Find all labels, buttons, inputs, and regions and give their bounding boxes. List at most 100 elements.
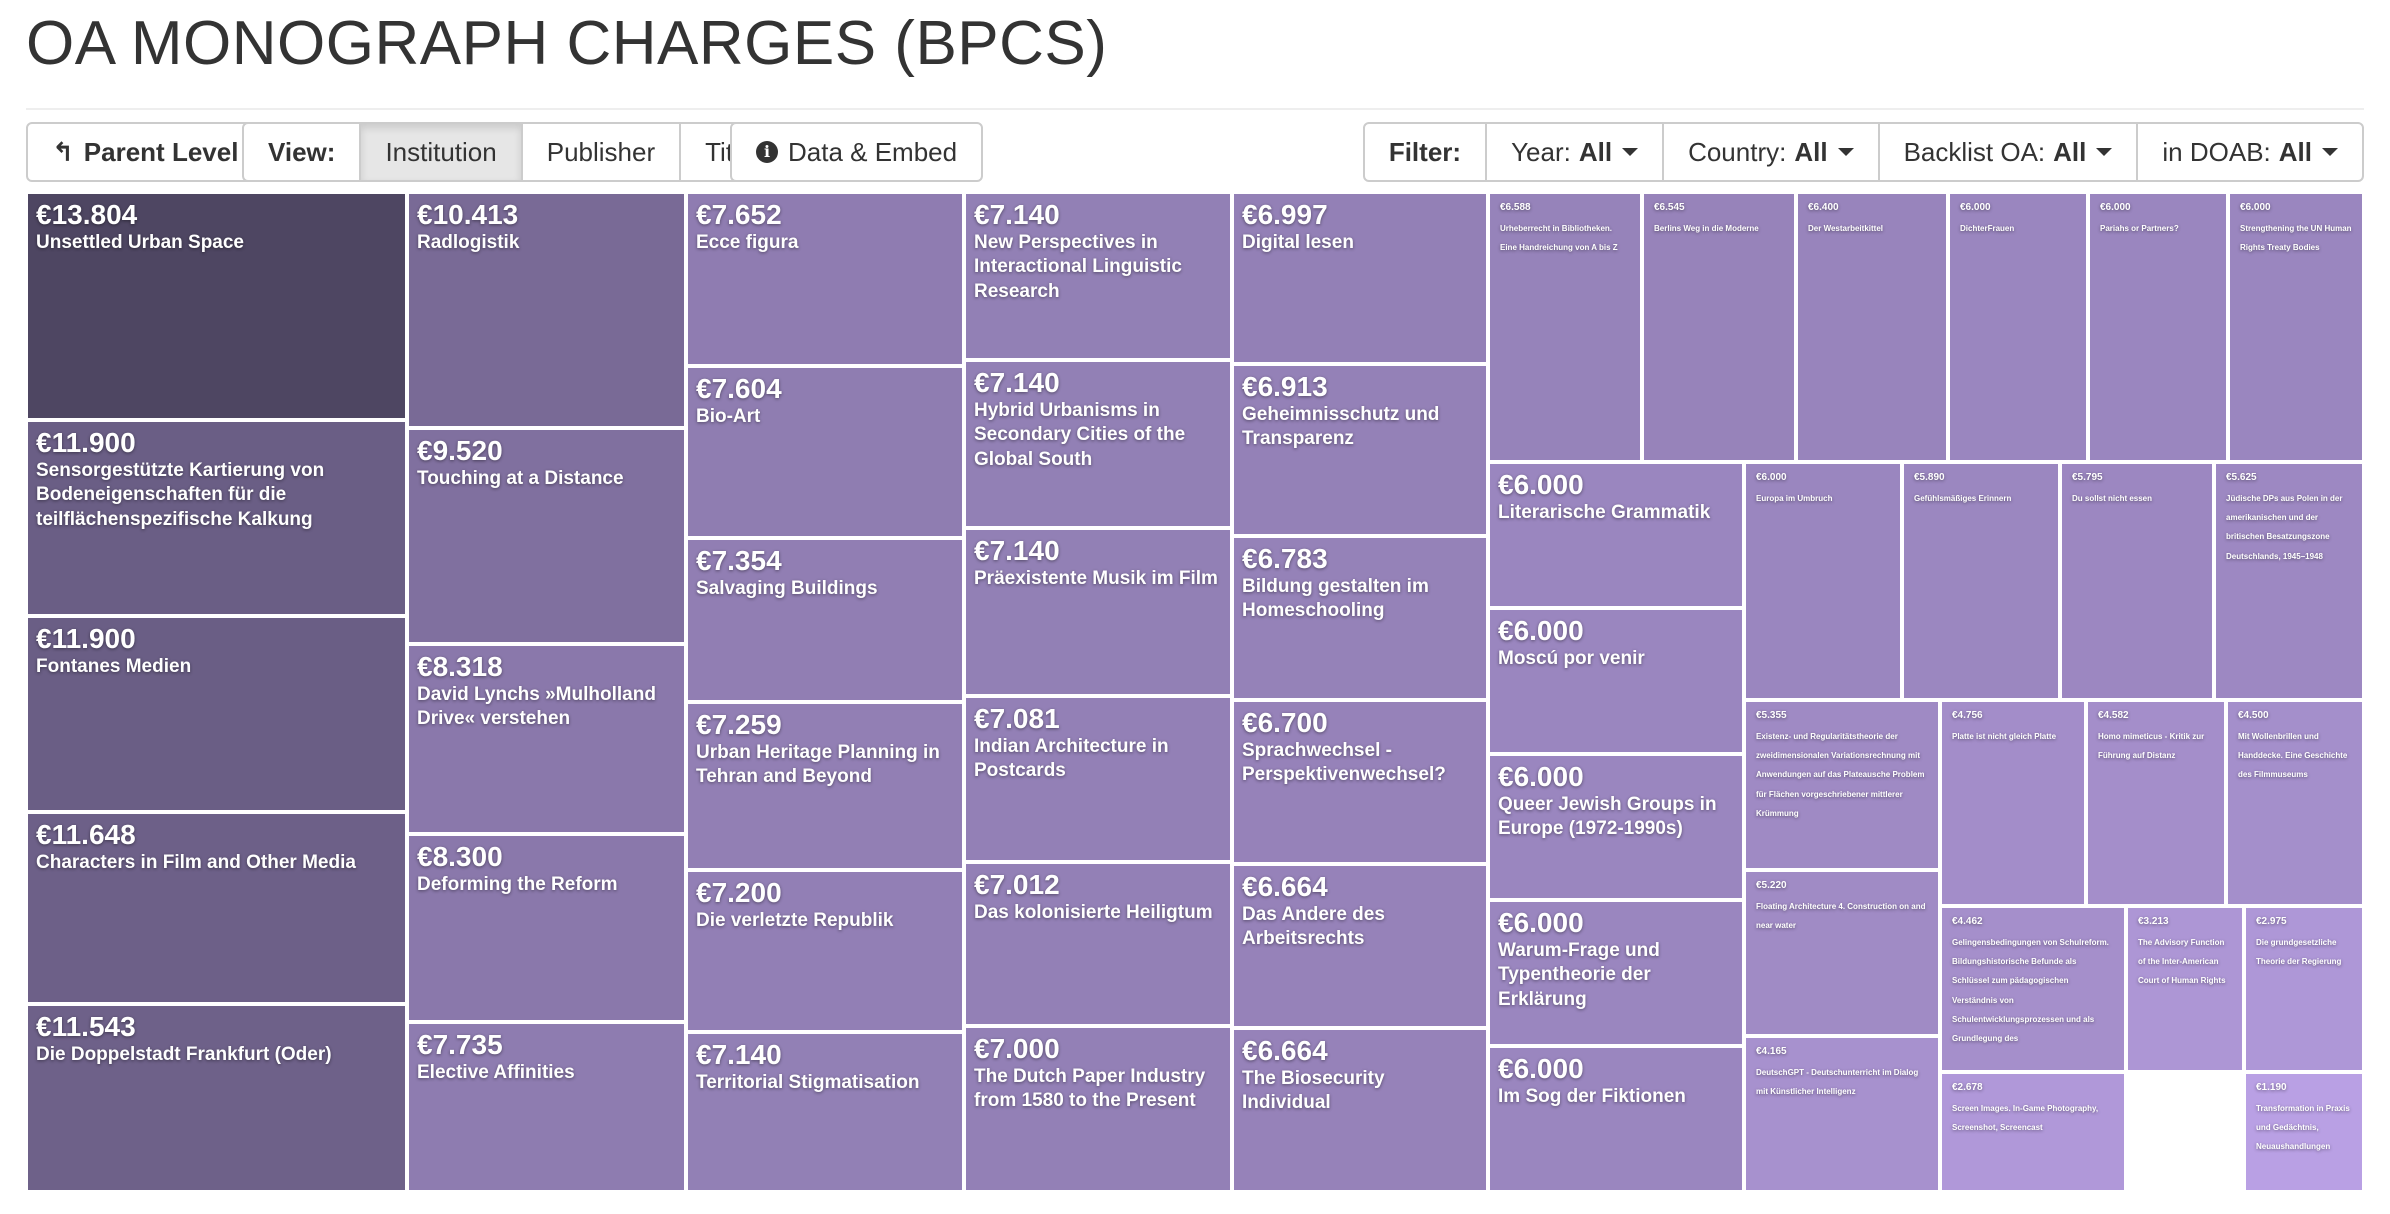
treemap-cell-value: €2.678 [1952,1082,1983,1093]
treemap-cell[interactable]: €7.000 The Dutch Paper Industry from 1580… [964,1026,1232,1192]
treemap-cell[interactable]: €5.625 Jüdische DPs aus Polen in der amer… [2214,462,2364,700]
treemap-cell[interactable]: €4.756 Platte ist nicht gleich Platte [1940,700,2086,906]
treemap-cell-label: Fontanes Medien [36,655,192,677]
treemap-cell-label: Hybrid Urbanisms in Secondary Cities of … [974,399,1186,471]
treemap-cell-label: Ecce figura [696,231,799,253]
treemap-cell-label: Elective Affinities [417,1061,575,1083]
treemap-cell-value: €13.804 [36,199,138,230]
treemap-cell[interactable]: €13.804 Unsettled Urban Space [26,192,407,420]
view-publisher-button[interactable]: Publisher [520,122,682,182]
treemap-cell[interactable]: €6.000 Queer Jewish Groups in Europe (197… [1488,754,1744,900]
treemap-cell-value: €2.975 [2256,916,2287,927]
view-group: View: Institution Publisher Title [242,122,780,182]
treemap-cell[interactable]: €7.652 Ecce figura [686,192,964,366]
treemap-cell[interactable]: €6.783 Bildung gestalten im Homeschooling [1232,536,1488,700]
treemap-cell[interactable]: €6.588 Urheberrecht in Bibliotheken. Eine… [1488,192,1642,462]
caret-down-icon [1622,148,1639,156]
treemap-cell-label: Homo mimeticus - Kritik zur Führung auf … [2098,732,2205,761]
treemap-cell[interactable]: €8.300 Deforming the Reform [407,834,686,1022]
treemap-cell[interactable]: €6.000 Literarische Grammatik [1488,462,1744,608]
treemap-cell-label: Unsettled Urban Space [36,231,244,253]
data-embed-button[interactable]: i Data & Embed [730,122,984,182]
treemap-cell[interactable]: €5.355 Existenz- und Regularitätstheorie … [1744,700,1940,870]
treemap-cell-value: €4.462 [1952,916,1983,927]
treemap-cell-value: €5.355 [1756,710,1787,721]
treemap-cell-label: Präexistente Musik im Film [974,567,1218,589]
treemap-cell-value: €6.545 [1654,202,1685,213]
treemap-cell[interactable]: €2.678 Screen Images. In-Game Photography… [1940,1072,2126,1192]
treemap-cell[interactable]: €7.140 Präexistente Musik im Film [964,528,1232,696]
treemap-cell-value: €6.000 [2100,202,2131,213]
treemap-cell[interactable]: €11.543 Die Doppelstadt Frankfurt (Oder) [26,1004,407,1192]
treemap-cell-label: Jüdische DPs aus Polen in der amerikanis… [2226,494,2343,561]
treemap-cell-label: Sensorgestützte Kartierung von Bodeneige… [36,459,325,531]
treemap-cell[interactable]: €7.735 Elective Affinities [407,1022,686,1192]
treemap-cell-label: Salvaging Buildings [696,577,878,599]
treemap-cell[interactable]: €2.975 Die grundgesetzliche Theorie der R… [2244,906,2364,1072]
treemap-cell-value: €6.913 [1242,371,1328,402]
treemap-cell[interactable]: €4.165 DeutschGPT - Deutschunterricht im … [1744,1036,1940,1192]
treemap-cell[interactable]: €11.648 Characters in Film and Other Medi… [26,812,407,1004]
treemap-cell-value: €7.259 [696,709,782,740]
treemap-cell[interactable]: €4.582 Homo mimeticus - Kritik zur Führun… [2086,700,2226,906]
treemap-cell[interactable]: €7.012 Das kolonisierte Heiligtum [964,862,1232,1026]
caret-down-icon [2096,148,2113,156]
filter-group: Filter: Year: All Country: All Backlist OA… [1362,122,2364,182]
filter-backlist-dropdown[interactable]: Backlist OA: All [1877,122,2139,182]
treemap-cell[interactable]: €1.190 Transformation in Praxis und Gedäc… [2244,1072,2364,1192]
parent-level-button[interactable]: ↰ Parent Level [26,122,265,182]
treemap-cell-value: €6.400 [1808,202,1839,213]
treemap-cell-value: €4.582 [2098,710,2129,721]
treemap-cell[interactable]: €7.140 Hybrid Urbanisms in Secondary Citi… [964,360,1232,528]
treemap-cell[interactable]: €6.664 The Biosecurity Individual [1232,1028,1488,1192]
treemap-cell-label: Urban Heritage Planning in Tehran and Be… [696,741,940,788]
treemap-cell-label: Platte ist nicht gleich Platte [1952,732,2057,741]
treemap-cell-label: Das kolonisierte Heiligtum [974,901,1213,923]
treemap-cell-label: Touching at a Distance [417,467,624,489]
treemap-cell[interactable]: €6.000 Europa im Umbruch [1744,462,1902,700]
treemap-cell[interactable]: €6.913 Geheimnisschutz und Transparenz [1232,364,1488,536]
treemap-cell[interactable]: €5.890 Gefühlsmäßiges Erinnern [1902,462,2060,700]
treemap-cell[interactable]: €6.664 Das Andere des Arbeitsrechts [1232,864,1488,1028]
treemap-cell[interactable]: €6.400 Der Westarbeitkittel [1796,192,1948,462]
view-institution-button[interactable]: Institution [359,122,523,182]
treemap-cell[interactable]: €7.354 Salvaging Buildings [686,538,964,702]
treemap-cell[interactable]: €4.500 Mit Wollenbrillen und Handdecke. E… [2226,700,2364,906]
treemap-cell-value: €7.140 [974,535,1060,566]
treemap-cell[interactable]: €7.140 Territorial Stigmatisation [686,1032,964,1192]
treemap-cell[interactable]: €3.213 The Advisory Function of the Inter… [2126,906,2244,1072]
treemap-cell-value: €7.604 [696,373,782,404]
treemap-cell[interactable]: €11.900 Sensorgestützte Kartierung von Bo… [26,420,407,616]
treemap-cell[interactable]: €6.000 Pariahs or Partners? [2088,192,2228,462]
treemap-cell[interactable]: €7.604 Bio-Art [686,366,964,538]
treemap-cell[interactable]: €6.700 Sprachwechsel - Perspektivenwechse… [1232,700,1488,864]
filter-country-dropdown[interactable]: Country: All [1662,122,1880,182]
treemap-cell[interactable]: €6.997 Digital lesen [1232,192,1488,364]
treemap-cell[interactable]: €5.220 Floating Architecture 4. Construct… [1744,870,1940,1036]
treemap-cell[interactable]: €7.081 Indian Architecture in Postcards [964,696,1232,862]
filter-year-dropdown[interactable]: Year: All [1485,122,1665,182]
treemap-cell[interactable]: €8.318 David Lynchs »Mulholland Drive« ve… [407,644,686,834]
info-circle-icon: i [756,141,778,163]
treemap-cell[interactable]: €6.000 Strengthening the UN Human Rights … [2228,192,2364,462]
treemap-cell[interactable]: €11.900 Fontanes Medien [26,616,407,812]
treemap-cell[interactable]: €9.520 Touching at a Distance [407,428,686,644]
treemap-cell[interactable]: €10.413 Radlogistik [407,192,686,428]
treemap-cell-label: Queer Jewish Groups in Europe (1972-1990… [1498,793,1717,840]
filter-doab-dropdown[interactable]: in DOAB: All [2136,122,2364,182]
treemap-cell-label: Europa im Umbruch [1756,494,1833,503]
treemap-cell[interactable]: €6.000 DichterFrauen [1948,192,2088,462]
treemap-cell[interactable]: €7.200 Die verletzte Republik [686,870,964,1032]
treemap-cell[interactable]: €5.795 Du sollst nicht essen [2060,462,2214,700]
treemap-cell[interactable]: €6.000 Im Sog der Fiktionen [1488,1046,1744,1192]
treemap-cell[interactable]: €7.259 Urban Heritage Planning in Tehran … [686,702,964,870]
treemap-cell[interactable]: €6.000 Moscú por venir [1488,608,1744,754]
treemap-cell[interactable]: €6.545 Berlins Weg in die Moderne [1642,192,1796,462]
treemap-cell-label: Deforming the Reform [417,873,618,895]
treemap-cell-value: €10.413 [417,199,519,230]
treemap-cell[interactable]: €7.140 New Perspectives in Interactional … [964,192,1232,360]
data-embed-label: Data & Embed [788,136,958,167]
treemap-cell[interactable]: €4.462 Gelingensbedingungen von Schulrefo… [1940,906,2126,1072]
treemap-cell[interactable]: €6.000 Warum-Frage und Typentheorie der E… [1488,900,1744,1046]
treemap-cell-value: €6.000 [1960,202,1991,213]
